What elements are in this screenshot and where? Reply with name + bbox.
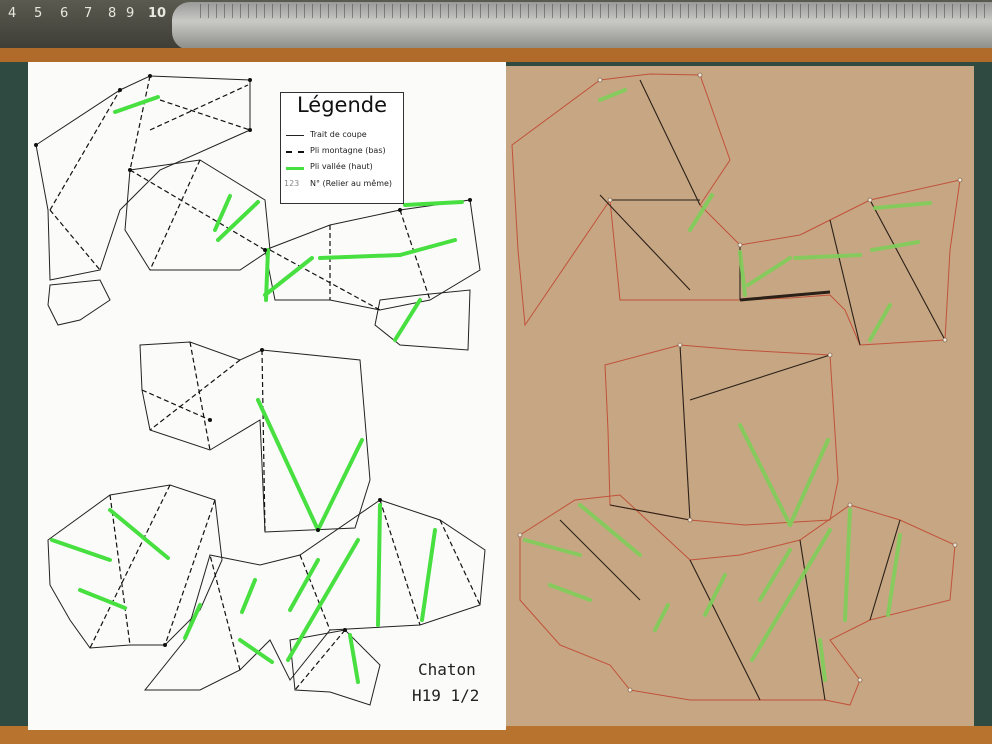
legend-valley-label: Pli vallée (haut) — [310, 162, 373, 171]
paper-cut-lines — [35, 75, 486, 706]
legend-number-label: N° (Relier au même) — [310, 179, 393, 188]
cardboard-hole-dots — [517, 72, 963, 693]
wood-edge-top — [0, 48, 992, 62]
steel-ruler-ticks — [200, 4, 990, 18]
signature-line-1: Chaton — [418, 660, 476, 679]
paper-vertex-dots — [34, 74, 472, 647]
legend-row-number: 123 N° (Relier au même) — [284, 179, 393, 188]
valley-fold-swatch — [286, 167, 304, 170]
paper-valley-folds — [50, 95, 464, 684]
ruler-number: 7 — [84, 6, 93, 21]
legend-box: Légende Trait de coupe Pli montagne (bas… — [280, 92, 404, 204]
mountain-fold-swatch — [286, 151, 304, 153]
pattern-sheet — [28, 62, 506, 730]
signature-line-2: H19 1/2 — [412, 686, 480, 705]
ruler-number: 4 — [8, 6, 17, 21]
legend-mountain-label: Pli montagne (bas) — [310, 146, 386, 155]
wood-edge-bottom — [0, 726, 992, 744]
ruler-number: 9 — [126, 6, 135, 21]
legend-cut-label: Trait de coupe — [310, 130, 367, 139]
legend-row-valley: Pli vallée (haut) — [281, 161, 403, 175]
paper-mountain-folds — [49, 75, 481, 691]
cardboard-fold-lines — [559, 79, 946, 701]
cardboard-valley-folds — [523, 88, 932, 682]
legend-row-mountain: Pli montagne (bas) — [281, 145, 403, 159]
cardboard-cut-lines — [511, 73, 961, 706]
ruler-number: 10 — [148, 6, 167, 21]
cut-line-swatch — [286, 135, 304, 136]
legend-row-cut: Trait de coupe — [281, 129, 403, 143]
ruler-number: 5 — [34, 6, 43, 21]
cardboard-sheet — [506, 66, 974, 726]
ruler-number: 6 — [60, 6, 69, 21]
legend-title: Légende — [296, 93, 388, 117]
ruler-number: 8 — [108, 6, 117, 21]
